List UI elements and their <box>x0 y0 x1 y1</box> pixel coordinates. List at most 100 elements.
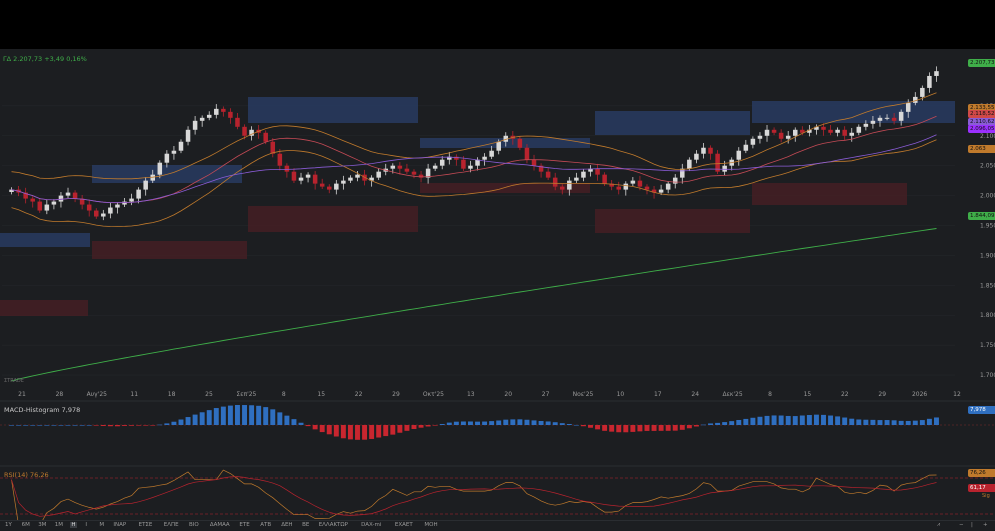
candle-body <box>206 114 212 118</box>
candle-body <box>397 165 403 169</box>
macd-bar <box>828 415 834 425</box>
toolbar-item[interactable]: Ι <box>85 522 88 528</box>
macd-bar <box>658 425 664 431</box>
candle-body <box>319 183 325 187</box>
toolbar-item[interactable]: ΕΧΑΕΤ <box>394 522 413 528</box>
x-tick-label: Αυγ'25 <box>87 391 108 398</box>
candle-body <box>567 180 572 190</box>
x-tick-label: 27 <box>542 391 550 398</box>
toolbar-item[interactable]: ΕΤΕ <box>239 522 250 528</box>
macd-bar <box>856 419 862 425</box>
candle-body <box>588 168 593 172</box>
macd-bar <box>799 415 805 425</box>
candle-body <box>101 213 106 217</box>
macd-bar <box>531 420 537 425</box>
toolbar-item[interactable]: 1M <box>54 522 64 528</box>
macd-bar <box>355 425 360 440</box>
macd-bar <box>700 424 706 426</box>
minus-icon[interactable]: − <box>959 522 964 528</box>
candle-body <box>665 183 671 190</box>
candle-body <box>764 129 770 136</box>
candle-body <box>743 144 749 151</box>
macd-bar <box>891 420 897 425</box>
candle-body <box>122 201 127 205</box>
macd-bar <box>771 415 777 425</box>
toolbar-item[interactable]: Η <box>70 522 77 528</box>
x-tick-label: 17 <box>654 391 662 398</box>
candle-body <box>341 180 346 184</box>
chart-header: ΓΔ 2.207,73 +3,49 0,16% <box>3 55 87 63</box>
candle-body <box>199 117 205 121</box>
macd-bar <box>467 421 473 425</box>
toolbar-item[interactable]: ΒΕ <box>302 522 310 528</box>
chart-type-icon[interactable]: ⩘ <box>937 522 941 528</box>
macd-bar <box>538 421 544 425</box>
candle-body <box>129 198 134 202</box>
toolbar-item[interactable]: DAX-mi <box>361 522 382 528</box>
plus-icon[interactable]: + <box>983 522 988 528</box>
candle-body <box>461 159 466 169</box>
macd-bar <box>743 418 749 425</box>
macd-bar <box>637 425 643 432</box>
macd-header: MACD-Histogram 7,978 <box>4 406 80 414</box>
macd-bar <box>143 425 149 426</box>
candle-body <box>545 171 551 178</box>
candle-body <box>376 171 381 178</box>
toolbar-item[interactable]: ΕΛΠΕ <box>163 522 179 528</box>
candle-body <box>694 153 699 160</box>
price-tag: 2.110,62 <box>968 118 995 126</box>
chart-area[interactable]: ΓΔ 2.207,73 +3,49 0,16% <box>0 49 995 530</box>
macd-bar <box>305 425 311 427</box>
macd-bar <box>157 424 163 426</box>
macd-bar <box>665 425 671 431</box>
macd-bar <box>510 419 516 425</box>
toolbar-item[interactable]: 1Y <box>5 522 12 528</box>
ma40-line <box>11 134 937 204</box>
toolbar-item[interactable]: ΙΝΑΡ <box>113 522 127 528</box>
toolbar-item[interactable]: 6M <box>21 522 30 528</box>
candle-body <box>891 117 897 121</box>
macd-bar <box>298 422 304 425</box>
toolbar-item[interactable]: Μ <box>99 522 105 528</box>
candle-body <box>715 153 720 172</box>
candle-body <box>228 111 233 118</box>
macd-bar <box>708 423 714 425</box>
macd-bar <box>16 425 22 426</box>
macd-bar <box>933 417 939 425</box>
macd-bar <box>270 409 276 425</box>
macd-bar <box>750 417 756 425</box>
macd-bar <box>256 405 262 425</box>
candle-body <box>905 102 911 112</box>
toolbar-item[interactable]: 3M <box>38 522 47 528</box>
candle-body <box>856 126 862 133</box>
macd-bar <box>369 425 375 439</box>
macd-bar <box>489 421 495 425</box>
macd-bar <box>263 407 269 425</box>
macd-bar <box>764 415 770 425</box>
last-price: 2.207,73 <box>13 55 43 63</box>
toolbar-item[interactable]: ΒΙΟ <box>189 522 199 528</box>
x-tick-label: 25 <box>205 391 213 398</box>
candle-body <box>531 159 537 166</box>
toolbar-item[interactable]: ΜΟΗ <box>424 522 438 528</box>
macd-bar <box>319 425 325 433</box>
toolbar-item[interactable]: ΔΑΜΑΑ <box>209 522 230 528</box>
toolbar-item[interactable]: ΔΕΗ <box>281 522 293 528</box>
macd-bar <box>686 425 692 429</box>
price-chart[interactable]: 2.1502.1002.0502.0001.9501.9001.8501.800… <box>0 49 995 530</box>
macd-bar <box>411 425 417 429</box>
macd-bar <box>284 415 290 425</box>
macd-bar <box>418 425 424 428</box>
y-tick-label: 2.050 <box>980 163 995 170</box>
toolbar-item[interactable]: ΕΛΛΑΚΤΩΡ <box>318 522 348 528</box>
y-tick-label: 1.900 <box>980 252 995 259</box>
toolbar-item[interactable]: ΕΤΣΕ <box>138 522 153 528</box>
candle-body <box>312 174 318 184</box>
price-tag: 2.096,05 <box>968 125 995 133</box>
x-tick-label: 21 <box>18 391 26 398</box>
candle-body <box>214 108 219 115</box>
candle-body <box>630 180 636 184</box>
toolbar-item[interactable]: ΑΤΒ <box>260 522 272 528</box>
candle-body <box>242 126 247 136</box>
candle-body <box>778 132 784 139</box>
